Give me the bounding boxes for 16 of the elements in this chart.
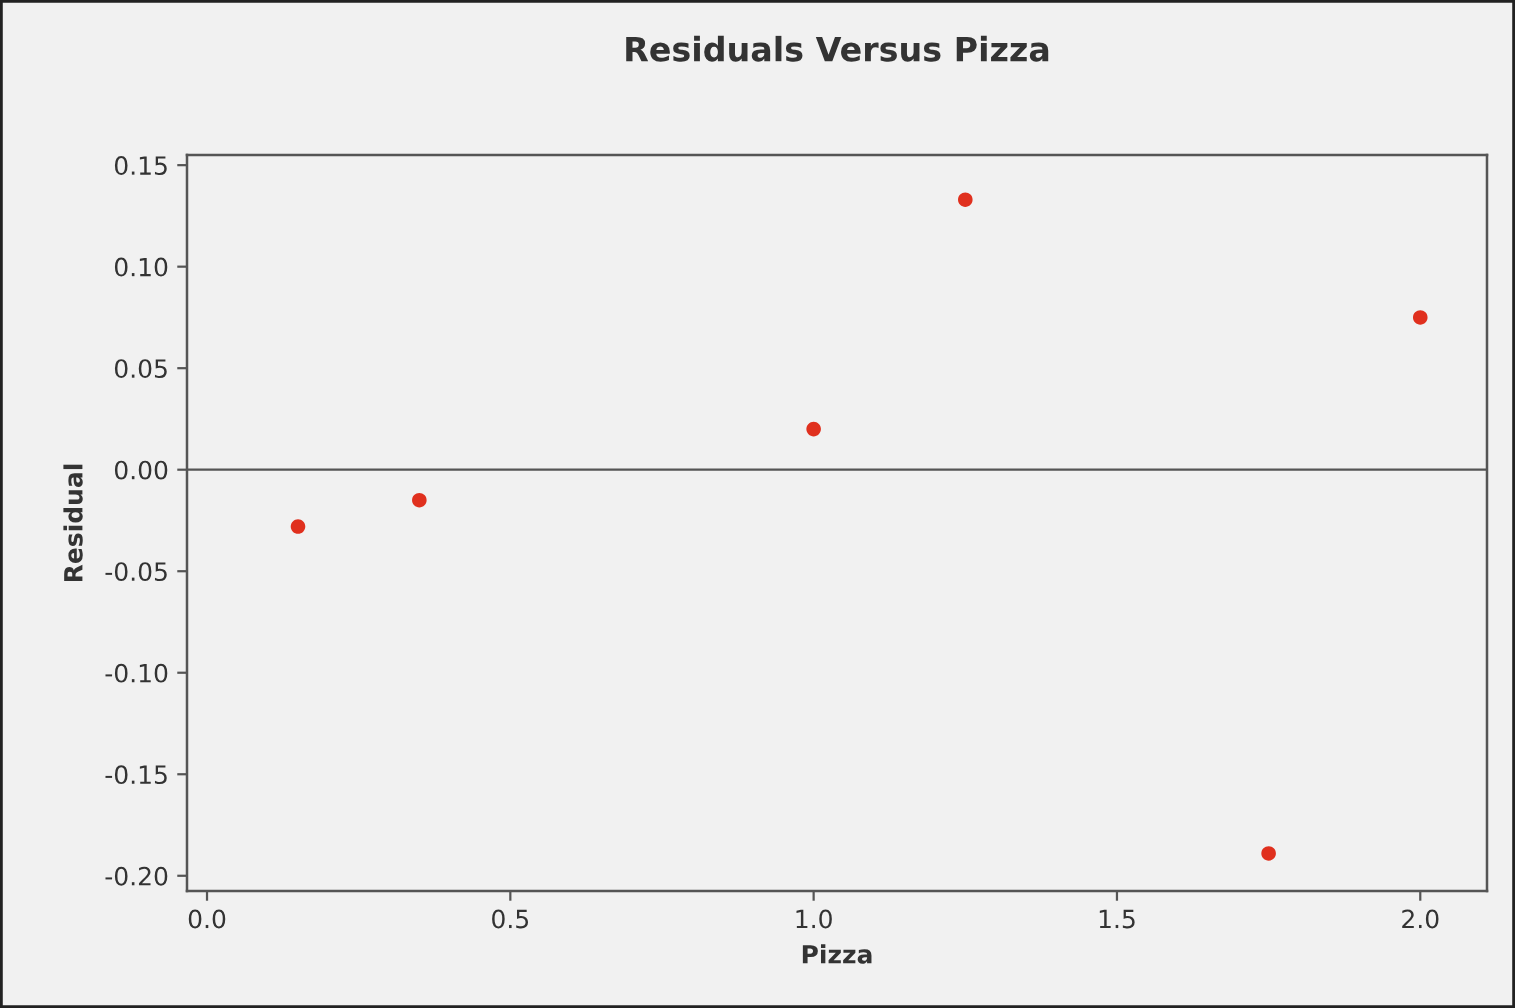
y-tick-label: 0.00 <box>114 460 168 480</box>
x-axis-title: Pizza <box>802 944 872 964</box>
y-tick-label: -0.05 <box>105 562 167 582</box>
x-tick-label: 1.5 <box>1099 909 1135 929</box>
x-tick-label: 1.0 <box>796 909 832 929</box>
y-axis-title: Residual <box>63 464 83 582</box>
x-tick-label: 0.5 <box>492 909 529 929</box>
y-tick-label: 0.05 <box>114 359 167 379</box>
y-tick-label: 0.10 <box>114 257 168 277</box>
x-tick-label: 2.0 <box>1402 909 1439 929</box>
y-tick-label: -0.10 <box>105 663 168 683</box>
y-tick-label: -0.20 <box>105 866 168 886</box>
y-tick-label: 0.15 <box>114 156 167 176</box>
chart-title: Residuals Versus Pizza <box>626 35 1049 62</box>
y-tick-label: -0.15 <box>105 765 167 785</box>
x-tick-label: 0.0 <box>188 909 226 929</box>
